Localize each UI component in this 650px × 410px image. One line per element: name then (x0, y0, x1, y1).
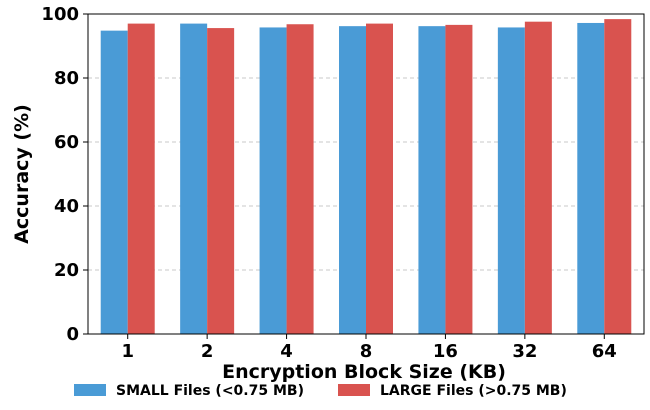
bar-large-files-2 (207, 28, 235, 335)
x-axis-ticks: 1 2 4 8 16 32 64 (121, 334, 617, 362)
y-tick-label: 60 (54, 132, 79, 153)
bar-large-files-4 (286, 24, 314, 335)
x-tick-label: 1 (121, 341, 134, 362)
bar-small-files-1 (100, 30, 128, 334)
y-tick-label: 80 (54, 68, 79, 89)
x-tick-label: 8 (360, 341, 373, 362)
bars (100, 19, 632, 335)
x-tick-label: 2 (201, 341, 214, 362)
x-tick-label: 4 (280, 341, 293, 362)
legend-label-large: LARGE Files (>0.75 MB) (380, 383, 567, 399)
y-tick-label: 20 (54, 260, 79, 281)
bar-large-files-8 (366, 23, 393, 334)
bar-large-files-16 (445, 24, 473, 334)
legend-swatch-large (338, 384, 370, 396)
x-tick-label: 16 (433, 341, 458, 362)
bar-large-files-32 (524, 21, 552, 335)
y-axis-title: Accuracy (%) (11, 104, 33, 244)
bar-small-files-4 (259, 27, 287, 334)
bar-large-files-64 (604, 19, 632, 335)
x-axis-title: Encryption Block Size (KB) (222, 361, 506, 383)
x-tick-label: 32 (512, 341, 537, 362)
bar-small-files-16 (418, 26, 446, 334)
bar-small-files-64 (577, 22, 605, 335)
bar-small-files-2 (180, 23, 208, 334)
y-tick-label: 100 (41, 4, 79, 25)
bar-small-files-8 (339, 26, 366, 334)
y-tick-label: 40 (54, 196, 79, 217)
bar-small-files-32 (497, 27, 525, 334)
legend-swatch-small (74, 384, 106, 396)
bar-large-files-1 (127, 23, 155, 334)
legend-label-small: SMALL Files (<0.75 MB) (116, 383, 304, 399)
x-tick-label: 64 (592, 341, 617, 362)
y-axis-ticks: 0 20 40 60 80 100 (41, 4, 88, 345)
y-tick-label: 0 (66, 324, 79, 345)
legend: SMALL Files (<0.75 MB) LARGE Files (>0.7… (74, 383, 567, 399)
